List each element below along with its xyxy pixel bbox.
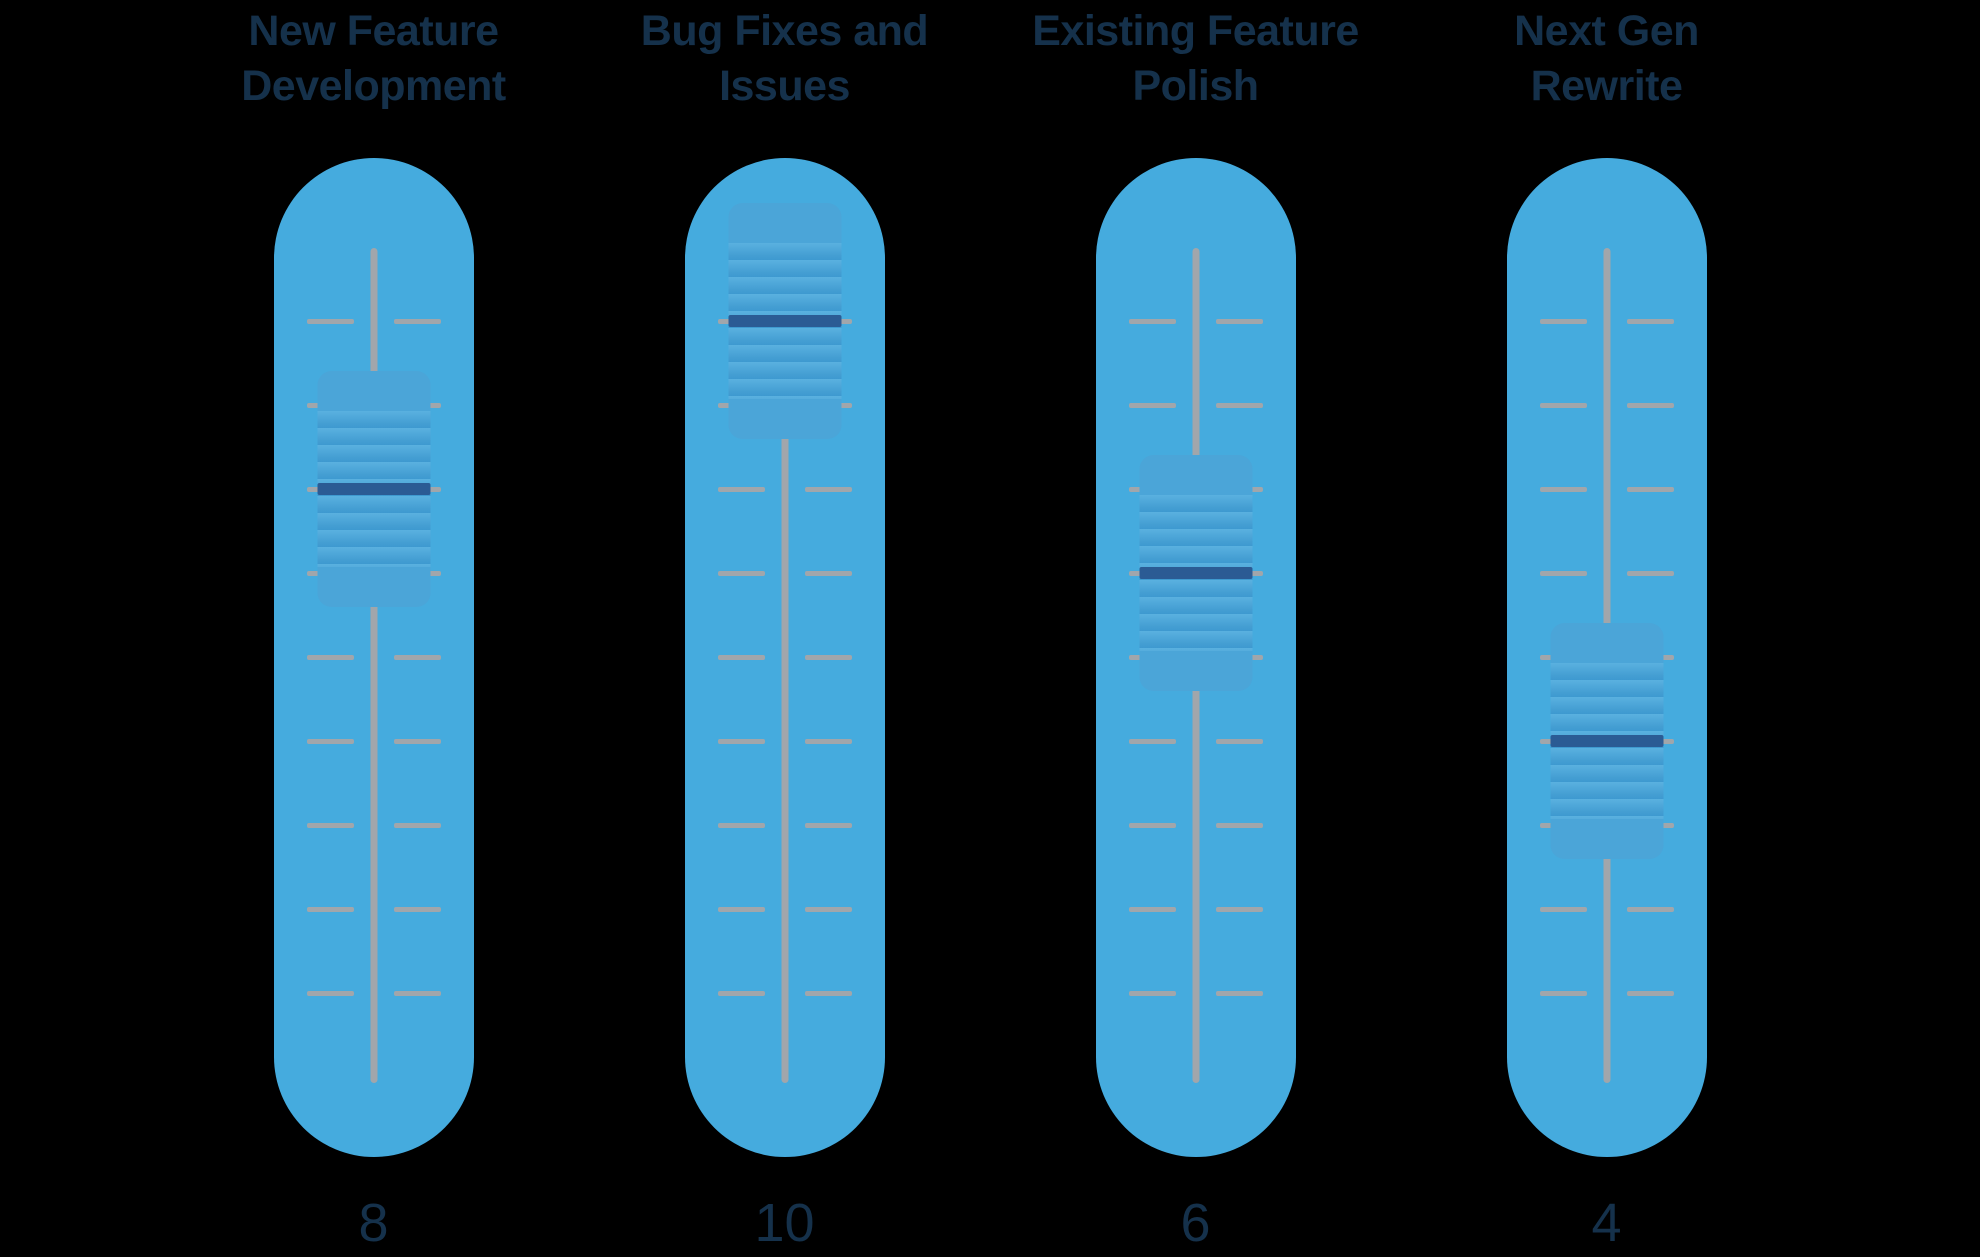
tick-mark-right	[1215, 990, 1263, 996]
tick-mark-right	[1626, 570, 1674, 576]
slider-rail	[781, 248, 788, 1083]
tick-mark-left	[717, 738, 765, 744]
slider-row: New Feature Development 8 Bug Fixes and …	[168, 0, 1812, 1257]
tick-mark-right	[804, 822, 852, 828]
slider-handle[interactable]	[1139, 455, 1252, 691]
slider-track[interactable]	[273, 158, 474, 1157]
tick-mark-left	[306, 318, 354, 324]
tick-mark-right	[804, 486, 852, 492]
slider-track[interactable]	[1506, 158, 1707, 1157]
tick-mark-left	[306, 990, 354, 996]
tick-mark-right	[1215, 738, 1263, 744]
slider-value-label: 10	[754, 1193, 815, 1253]
tick-mark-left	[1128, 738, 1176, 744]
tick-mark-right	[393, 822, 441, 828]
tick-mark-left	[1128, 906, 1176, 912]
slider-title-line1: Existing Feature	[1032, 7, 1359, 55]
slider-title-line1: New Feature	[248, 7, 499, 55]
slider-track[interactable]	[1095, 158, 1296, 1157]
tick-mark-right	[1215, 318, 1263, 324]
tick-mark-right	[393, 318, 441, 324]
slider-track[interactable]	[684, 158, 885, 1157]
tick-mark-left	[717, 906, 765, 912]
tick-mark-left	[1539, 402, 1587, 408]
tick-mark-right	[804, 990, 852, 996]
tick-mark-left	[1128, 822, 1176, 828]
slider-title-line2: Issues	[719, 62, 850, 110]
handle-center-bar	[1550, 735, 1663, 747]
slider-title: New Feature Development	[168, 4, 579, 114]
slider-title: Existing Feature Polish	[990, 4, 1401, 114]
tick-mark-left	[717, 990, 765, 996]
tick-mark-left	[717, 486, 765, 492]
slider-title-line2: Polish	[1132, 62, 1259, 110]
tick-mark-left	[1539, 570, 1587, 576]
slider-column-next-gen-rewrite: Next Gen Rewrite 4	[1401, 0, 1812, 1257]
slider-handle[interactable]	[1550, 623, 1663, 859]
tick-mark-left	[1539, 486, 1587, 492]
slider-title-line2: Development	[241, 62, 506, 110]
handle-center-bar	[1139, 567, 1252, 579]
tick-mark-right	[1626, 318, 1674, 324]
tick-mark-right	[804, 654, 852, 660]
tick-mark-right	[393, 654, 441, 660]
slider-title: Next Gen Rewrite	[1401, 4, 1812, 114]
slider-rail	[370, 248, 377, 1083]
slider-title-line2: Rewrite	[1530, 62, 1683, 110]
tick-mark-left	[306, 738, 354, 744]
handle-center-bar	[317, 483, 430, 495]
tick-mark-left	[1128, 990, 1176, 996]
tick-mark-left	[717, 822, 765, 828]
handle-center-bar	[728, 315, 841, 327]
slider-value-label: 4	[1591, 1193, 1622, 1253]
tick-mark-right	[804, 738, 852, 744]
slider-column-bug-fixes-and-issues: Bug Fixes and Issues 10	[579, 0, 990, 1257]
tick-mark-right	[804, 906, 852, 912]
tick-mark-left	[1539, 906, 1587, 912]
slider-column-existing-feature-polish: Existing Feature Polish 6	[990, 0, 1401, 1257]
tick-mark-left	[717, 570, 765, 576]
slider-title: Bug Fixes and Issues	[579, 4, 990, 114]
tick-mark-right	[393, 906, 441, 912]
slider-title-line1: Next Gen	[1514, 7, 1699, 55]
tick-mark-right	[1215, 822, 1263, 828]
slider-handle[interactable]	[317, 371, 430, 607]
slider-title-line1: Bug Fixes and	[640, 7, 929, 55]
tick-mark-left	[1128, 318, 1176, 324]
tick-mark-left	[306, 822, 354, 828]
slider-column-new-feature-development: New Feature Development 8	[168, 0, 579, 1257]
tick-mark-right	[1215, 402, 1263, 408]
tick-mark-right	[804, 570, 852, 576]
slider-value-label: 6	[1180, 1193, 1211, 1253]
tick-mark-left	[306, 906, 354, 912]
tick-mark-right	[1626, 990, 1674, 996]
tick-mark-left	[717, 654, 765, 660]
slider-handle[interactable]	[728, 203, 841, 439]
tick-mark-right	[393, 990, 441, 996]
slider-value-label: 8	[358, 1193, 389, 1253]
tick-mark-left	[1539, 318, 1587, 324]
tick-mark-right	[1215, 906, 1263, 912]
tick-mark-left	[1539, 990, 1587, 996]
tick-mark-right	[1626, 906, 1674, 912]
tick-mark-right	[1626, 486, 1674, 492]
tick-mark-right	[393, 738, 441, 744]
tick-mark-right	[1626, 402, 1674, 408]
tick-mark-left	[306, 654, 354, 660]
tick-mark-left	[1128, 402, 1176, 408]
